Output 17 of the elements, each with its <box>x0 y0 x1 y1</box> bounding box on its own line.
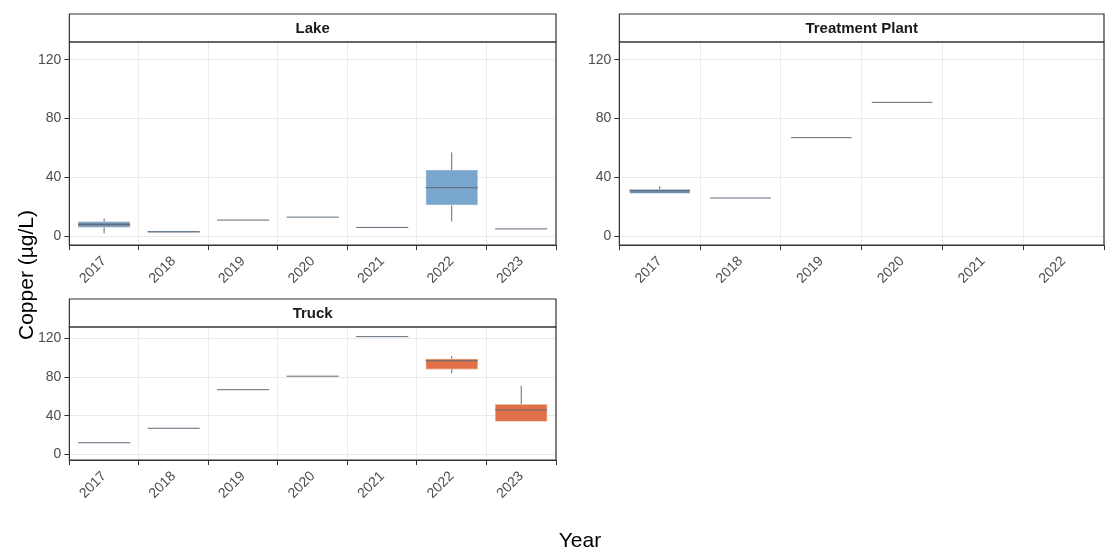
y-tick-label: 0 <box>53 445 62 462</box>
y-tick-label: 80 <box>45 368 62 385</box>
y-tick-label: 120 <box>588 50 612 67</box>
y-tick-label: 0 <box>53 227 62 244</box>
y-tick-label: 40 <box>595 168 612 185</box>
chart-title: Treatment Plant <box>805 19 918 37</box>
y-tick-label: 40 <box>45 168 62 185</box>
chart-title: Truck <box>292 304 334 322</box>
y-axis-title: Copper (µg/L) <box>14 210 38 340</box>
y-tick-label: 80 <box>45 109 62 126</box>
y-tick-label: 40 <box>45 406 62 423</box>
y-tick-label: 120 <box>38 329 62 346</box>
y-tick-label: 120 <box>38 50 62 67</box>
y-tick-label: 0 <box>603 227 612 244</box>
chart-title: Lake <box>295 19 330 37</box>
y-tick-label: 80 <box>595 109 612 126</box>
x-axis-title: Year <box>558 528 602 552</box>
